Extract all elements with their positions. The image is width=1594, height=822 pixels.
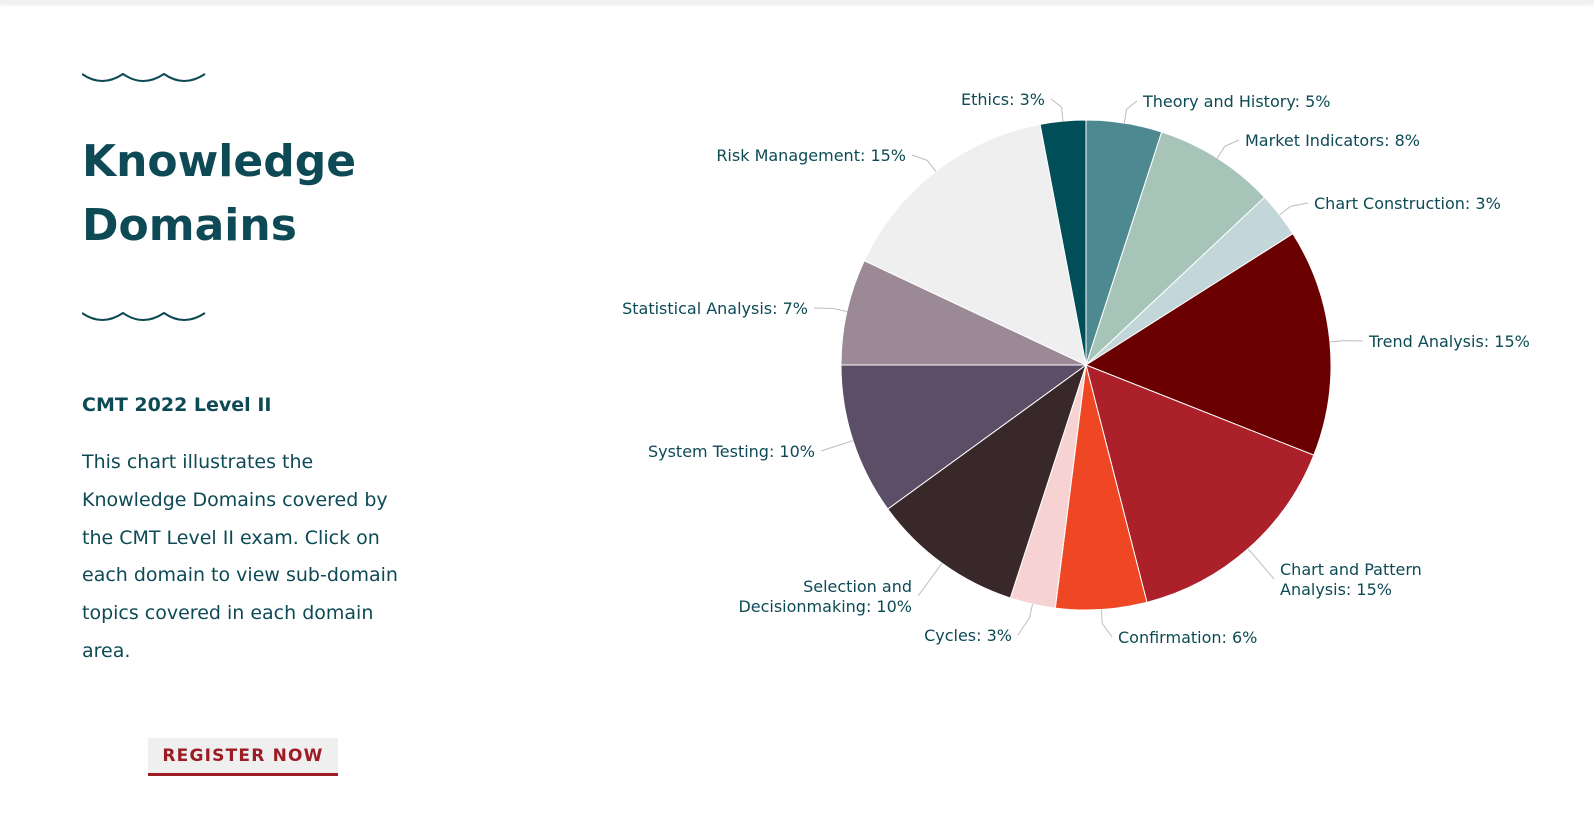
- leader-line-theory-and-history: [1123, 100, 1138, 124]
- leader-line-risk-management: [911, 154, 937, 172]
- slice-label-risk-management[interactable]: Risk Management: 15%: [716, 146, 906, 165]
- leader-line-ethics: [1050, 98, 1064, 122]
- page-title: Knowledge Domains: [82, 130, 412, 258]
- slice-label-ethics[interactable]: Ethics: 3%: [961, 90, 1045, 109]
- page-title-line1: Knowledge: [82, 136, 357, 187]
- slice-label-system-testing[interactable]: System Testing: 10%: [648, 442, 815, 461]
- leader-line-selection-and-decisionmaking: [917, 562, 943, 597]
- slice-label-chart-construction[interactable]: Chart Construction: 3%: [1314, 194, 1501, 213]
- register-now-button[interactable]: REGISTER NOW: [148, 738, 338, 776]
- slice-label-statistical-analysis[interactable]: Statistical Analysis: 7%: [622, 299, 808, 318]
- leader-line-statistical-analysis: [813, 307, 848, 313]
- chart-description: This chart illustrates the Knowledge Dom…: [82, 451, 398, 662]
- pie-slices: [840, 119, 1332, 611]
- slice-label-cycles[interactable]: Cycles: 3%: [924, 626, 1012, 645]
- slice-label-market-indicators[interactable]: Market Indicators: 8%: [1245, 131, 1420, 150]
- leader-line-cycles: [1017, 603, 1034, 636]
- wave-divider-bottom: [82, 311, 206, 321]
- leader-line-chart-construction: [1279, 202, 1309, 216]
- leader-line-chart-and-pattern-analysis: [1247, 548, 1275, 580]
- page-title-line2: Domains: [82, 200, 297, 251]
- pie-labels: Theory and History: 5% Market Indicators:…: [622, 90, 1530, 647]
- top-divider: [0, 0, 1594, 4]
- slice-label-trend-analysis[interactable]: Trend Analysis: 15%: [1368, 332, 1530, 351]
- slice-label-confirmation[interactable]: Confirmation: 6%: [1118, 628, 1257, 647]
- leader-line-system-testing: [820, 440, 854, 452]
- leader-line-trend-analysis: [1329, 340, 1364, 343]
- slice-label-theory-and-history[interactable]: Theory and History: 5%: [1142, 92, 1330, 111]
- slice-label-chart-and-pattern-analysis[interactable]: Chart and Pattern Analysis: 15%: [1280, 560, 1422, 599]
- wave-divider-top: [82, 72, 206, 82]
- pie-slice-statistical-analysis[interactable]: [840, 260, 1087, 366]
- pie-slice-ethics[interactable]: [1039, 119, 1087, 366]
- leader-line-market-indicators: [1216, 139, 1240, 159]
- pie-slice-system-testing[interactable]: [840, 364, 1088, 510]
- exam-level-heading: CMT 2022 Level II: [82, 394, 272, 416]
- slice-label-selection-and-decisionmaking[interactable]: Selection and Decisionmaking: 10%: [738, 577, 912, 616]
- leader-line-confirmation: [1100, 609, 1113, 638]
